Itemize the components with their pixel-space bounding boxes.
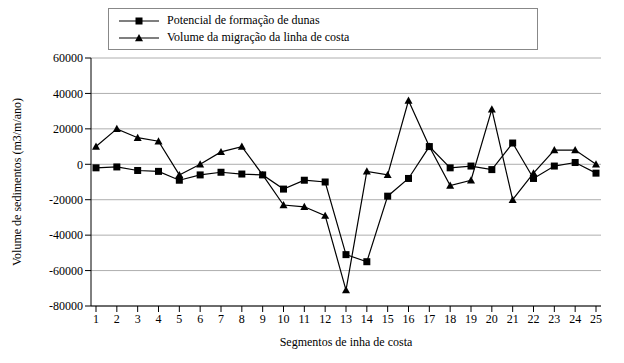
svg-text:11: 11 (299, 312, 311, 326)
svg-text:24: 24 (569, 312, 581, 326)
svg-text:8: 8 (239, 312, 245, 326)
svg-text:-60000: -60000 (49, 264, 83, 278)
svg-text:25: 25 (590, 312, 602, 326)
svg-text:20: 20 (486, 312, 498, 326)
svg-text:20000: 20000 (53, 122, 83, 136)
svg-text:-40000: -40000 (49, 228, 83, 242)
svg-text:12: 12 (319, 312, 331, 326)
svg-text:14: 14 (361, 312, 373, 326)
svg-text:22: 22 (528, 312, 540, 326)
svg-text:17: 17 (423, 312, 435, 326)
svg-text:5: 5 (176, 312, 182, 326)
svg-text:6: 6 (197, 312, 203, 326)
svg-text:-80000: -80000 (49, 299, 83, 313)
svg-text:16: 16 (403, 312, 415, 326)
svg-text:9: 9 (260, 312, 266, 326)
svg-text:21: 21 (507, 312, 519, 326)
svg-text:4: 4 (156, 312, 162, 326)
svg-text:Volume de sedimentos (m3/m/ano: Volume de sedimentos (m3/m/ano) (10, 98, 24, 266)
svg-text:40000: 40000 (53, 87, 83, 101)
svg-text:Segmentos de inha de costa: Segmentos de inha de costa (280, 335, 413, 349)
svg-text:10: 10 (278, 312, 290, 326)
svg-text:18: 18 (444, 312, 456, 326)
svg-text:7: 7 (218, 312, 224, 326)
svg-text:19: 19 (465, 312, 477, 326)
svg-text:0: 0 (77, 158, 83, 172)
svg-text:13: 13 (340, 312, 352, 326)
svg-text:3: 3 (135, 312, 141, 326)
html-text:Potencial de formação de dunas: Potencial de formação de dunas (167, 13, 320, 27)
svg-text:60000: 60000 (53, 51, 83, 65)
svg-text:1: 1 (93, 312, 99, 326)
svg-text:23: 23 (548, 312, 560, 326)
html-text:Volume da migração da linha de: Volume da migração da linha de costa (167, 30, 350, 44)
svg-text:-20000: -20000 (49, 193, 83, 207)
svg-text:15: 15 (382, 312, 394, 326)
svg-text:2: 2 (114, 312, 120, 326)
